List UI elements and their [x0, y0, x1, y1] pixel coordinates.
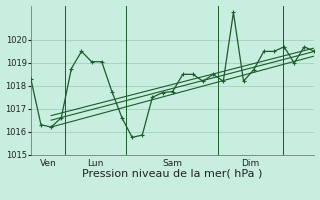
Text: Dim: Dim [242, 159, 260, 168]
Text: Lun: Lun [87, 159, 104, 168]
X-axis label: Pression niveau de la mer( hPa ): Pression niveau de la mer( hPa ) [83, 168, 263, 178]
Text: Ven: Ven [39, 159, 56, 168]
Text: Sam: Sam [163, 159, 183, 168]
